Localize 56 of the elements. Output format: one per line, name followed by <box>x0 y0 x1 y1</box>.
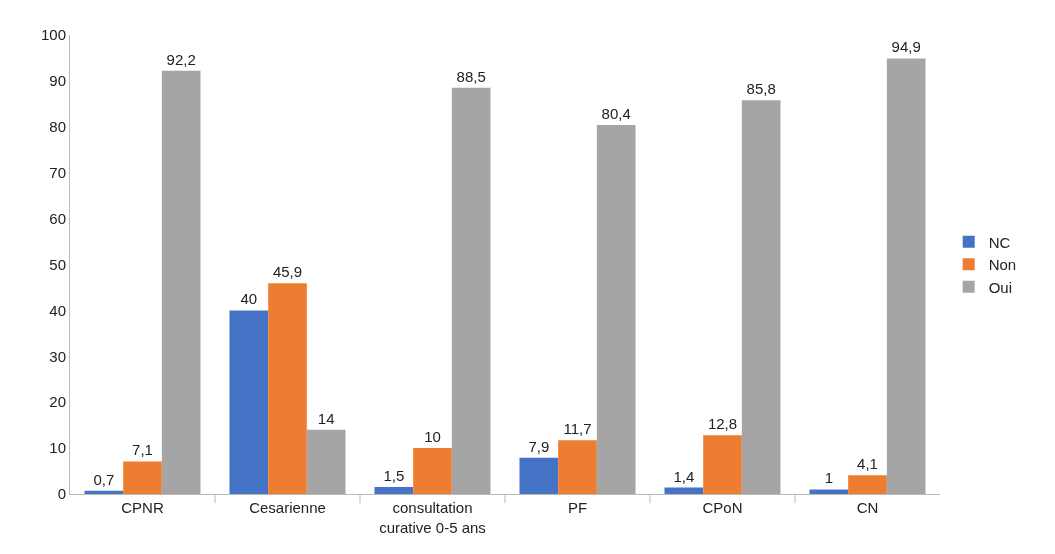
y-tick-label: 100 <box>40 26 66 44</box>
bar <box>306 429 346 494</box>
legend-label: Oui <box>988 278 1013 296</box>
x-tick-label: CPNR <box>121 499 164 516</box>
data-label: 7,1 <box>132 441 153 459</box>
data-label: 4,1 <box>857 455 878 473</box>
bar <box>268 283 307 494</box>
data-label: 85,8 <box>746 80 776 98</box>
y-tick-label: 70 <box>49 163 66 181</box>
data-label: 92,2 <box>166 50 196 68</box>
y-tick-label: 40 <box>49 301 66 319</box>
y-tick-label: 30 <box>49 347 66 365</box>
y-tick-label: 80 <box>49 118 66 136</box>
bar <box>558 440 597 494</box>
bar <box>664 487 704 494</box>
data-label: 1,4 <box>673 467 695 485</box>
data-label: 45,9 <box>272 263 303 281</box>
x-tick-label: consultation curative 0-5 ans <box>379 499 486 536</box>
data-label: 1,5 <box>383 467 405 485</box>
data-label: 94,9 <box>891 38 921 56</box>
bar <box>229 310 269 494</box>
data-label: 7,9 <box>528 437 550 455</box>
data-label: 12,8 <box>707 415 738 433</box>
y-tick-label: 90 <box>49 72 66 90</box>
x-tick-label: Cesarienne <box>249 499 326 516</box>
y-tick-label: 20 <box>49 393 66 411</box>
bar <box>451 87 491 494</box>
y-tick-label: 10 <box>49 439 66 457</box>
y-tick-label: 0 <box>57 485 66 503</box>
bar <box>123 461 162 494</box>
bar <box>596 124 636 494</box>
bar <box>161 70 201 494</box>
data-label: 11,7 <box>563 420 592 438</box>
data-label: 80,4 <box>601 104 631 122</box>
bar <box>886 58 926 494</box>
legend-label: Non <box>988 256 1017 274</box>
bar <box>519 457 559 494</box>
bar <box>741 100 781 494</box>
x-tick-label: CN <box>856 499 879 516</box>
data-label: 14 <box>317 409 335 427</box>
bar <box>374 487 414 494</box>
x-tick-label: CPoN <box>702 499 743 516</box>
data-label: 1 <box>824 469 834 487</box>
legend-label: NC <box>988 233 1011 251</box>
bar <box>809 489 849 494</box>
data-label: 40 <box>240 290 258 308</box>
data-label: 88,5 <box>456 67 486 85</box>
bar <box>413 448 452 494</box>
data-label: 10 <box>424 428 441 446</box>
x-tick-label: PF <box>567 499 588 516</box>
y-tick-label: 60 <box>49 209 66 227</box>
bar <box>848 475 887 494</box>
data-label: 0,7 <box>93 470 115 488</box>
y-tick-label: 50 <box>49 255 66 273</box>
bar <box>703 435 742 494</box>
bar <box>84 490 124 494</box>
